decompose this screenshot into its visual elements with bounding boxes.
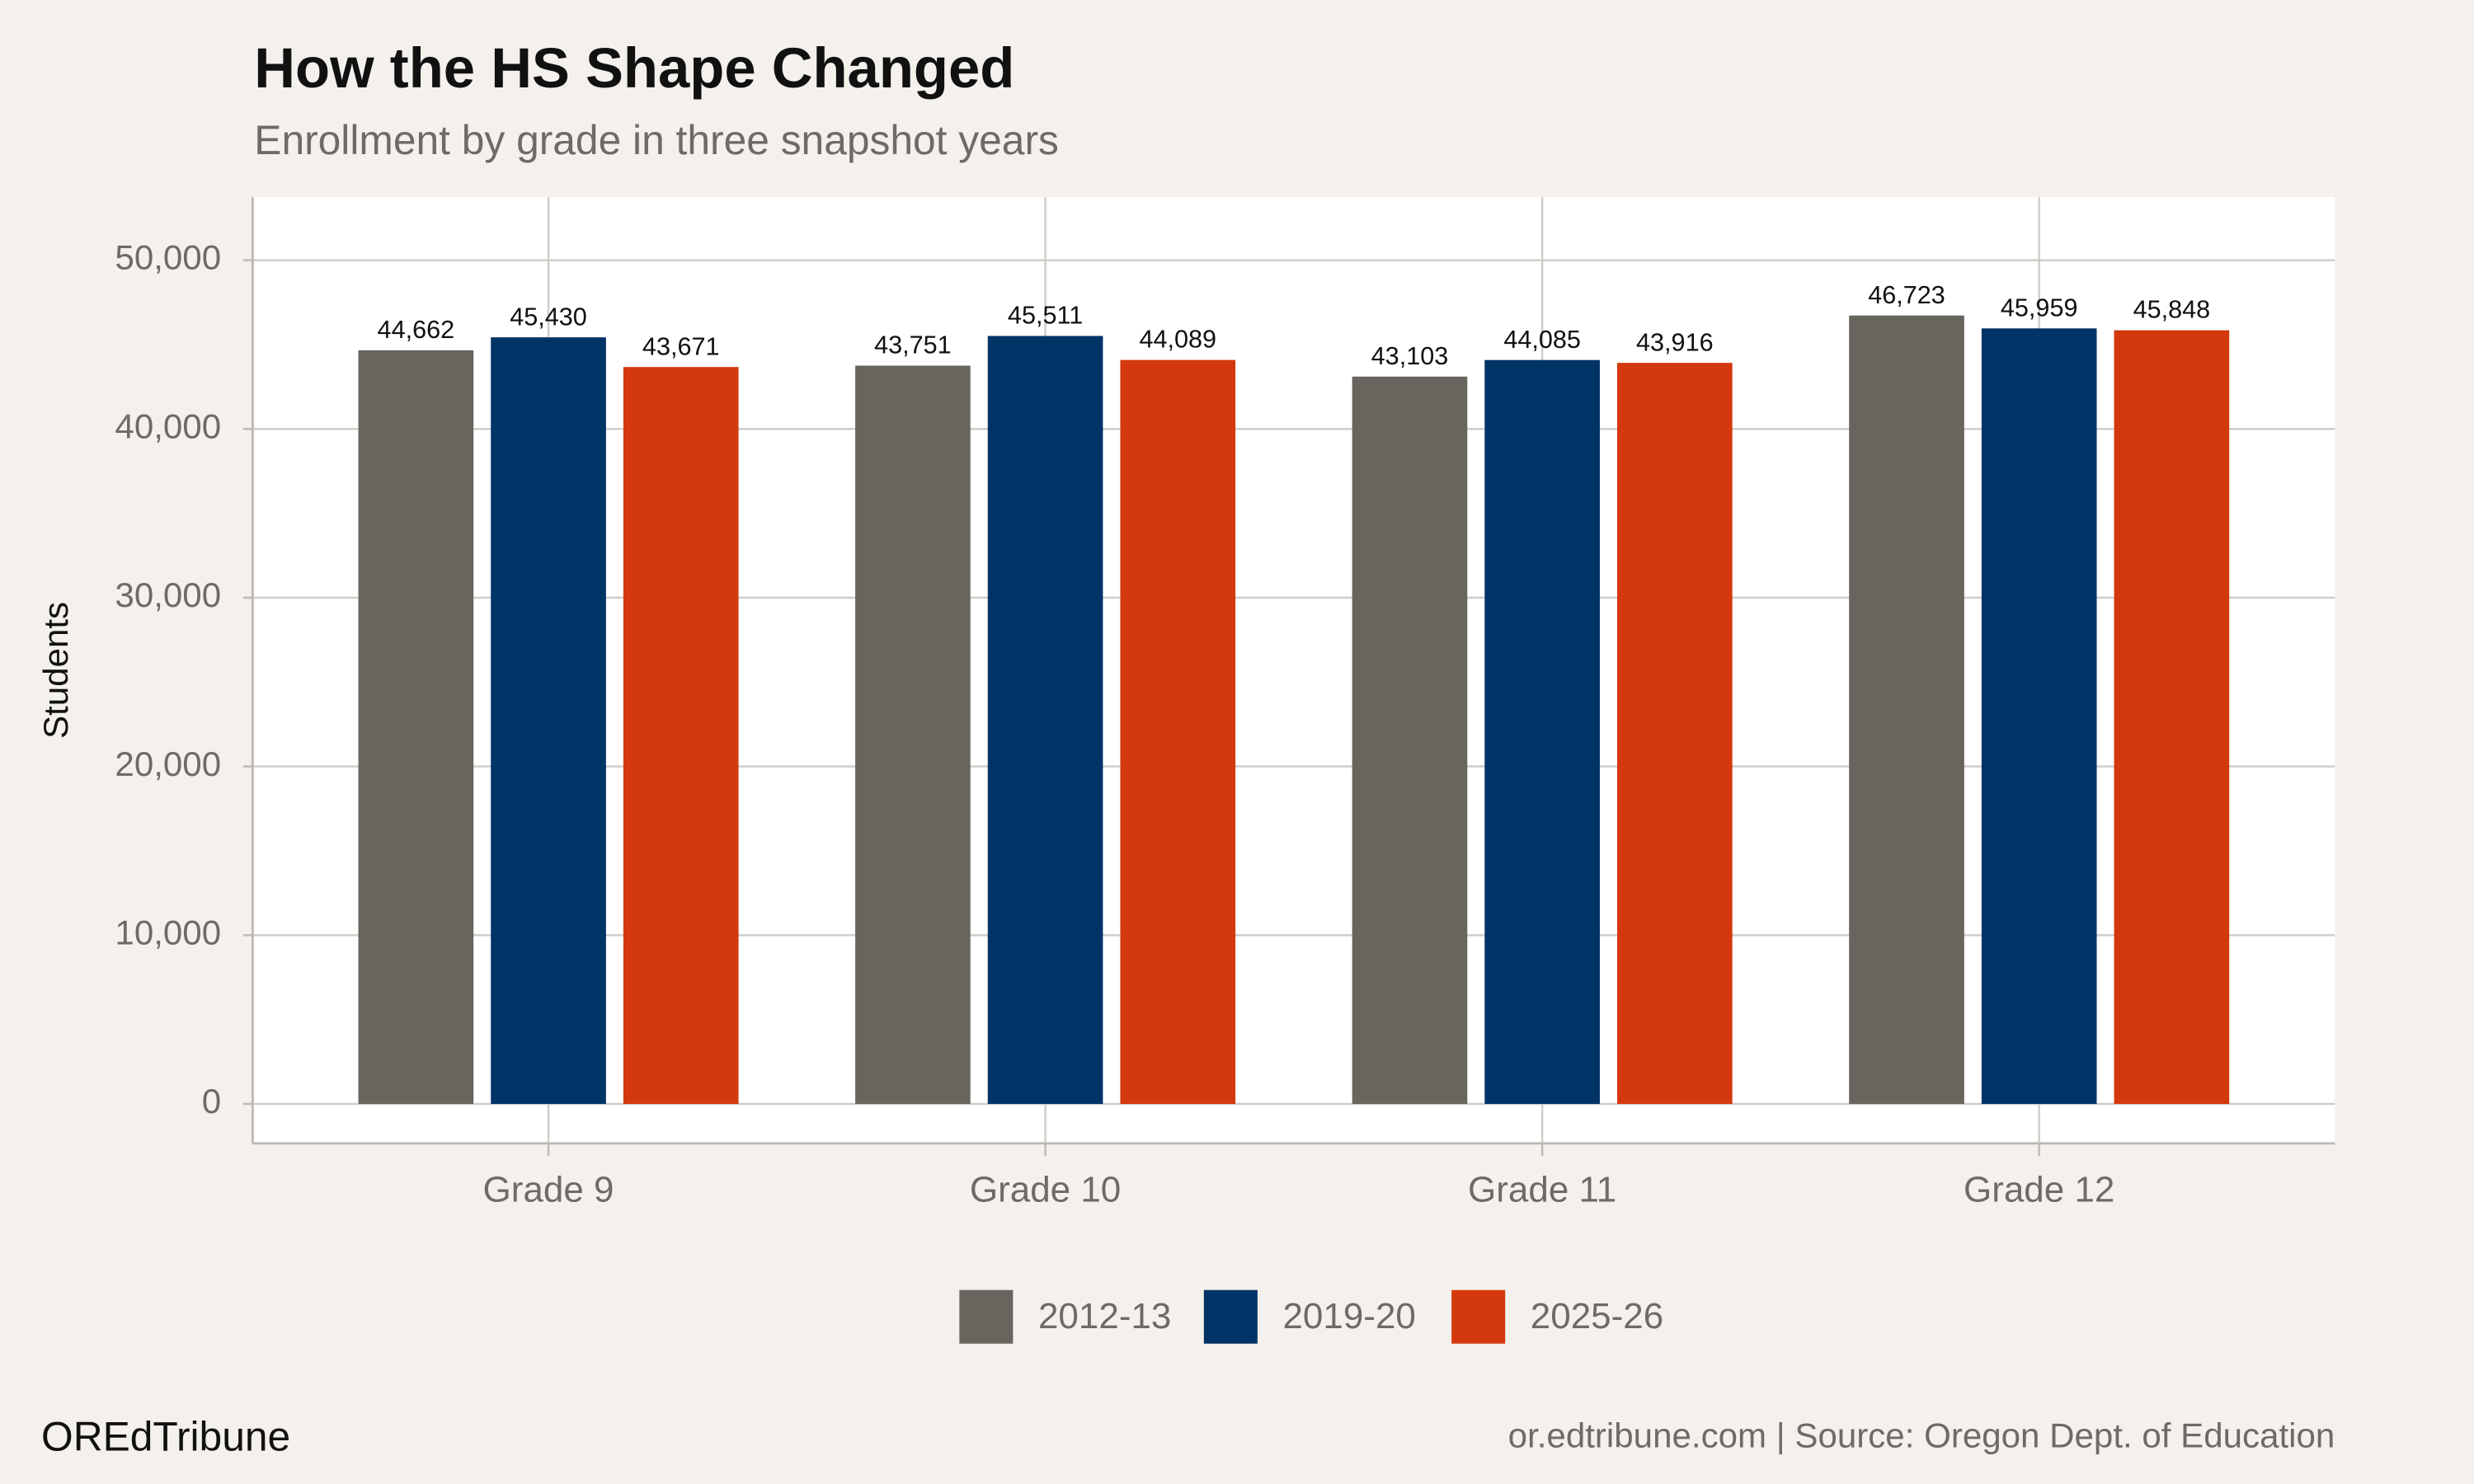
value-label: 45,430 [510, 303, 587, 331]
y-tick-label: 10,000 [115, 913, 221, 951]
y-tick-label: 0 [202, 1082, 221, 1120]
legend-label: 2012-13 [1038, 1296, 1171, 1336]
bar [1849, 315, 1964, 1105]
brand: OREdTribune [41, 1414, 290, 1460]
x-tick-label: Grade 12 [1964, 1170, 2114, 1210]
bar [1120, 359, 1236, 1105]
value-label: 45,848 [2133, 296, 2211, 324]
legend-swatch [1203, 1289, 1258, 1344]
caption: or.edtribune.com | Source: Oregon Dept. … [1508, 1416, 2335, 1455]
value-label: 46,723 [1868, 281, 1945, 309]
bar [2114, 330, 2230, 1105]
y-tick-label: 20,000 [115, 744, 221, 783]
value-label: 44,662 [378, 316, 455, 344]
value-label: 43,916 [1636, 328, 1714, 356]
bar [855, 365, 971, 1105]
x-tick-label: Grade 9 [483, 1170, 614, 1210]
y-tick-label: 30,000 [115, 575, 221, 614]
x-tick-label: Grade 10 [970, 1170, 1121, 1210]
legend-swatch [1451, 1289, 1506, 1344]
y-tick-label: 40,000 [115, 406, 221, 445]
x-tick-label: Grade 11 [1468, 1170, 1616, 1210]
value-label: 43,671 [642, 332, 720, 360]
bar [1484, 359, 1600, 1105]
bar [491, 337, 606, 1105]
legend-label: 2019-20 [1282, 1296, 1415, 1336]
bar [623, 367, 739, 1105]
bar [1352, 376, 1468, 1105]
value-label: 44,089 [1139, 326, 1216, 354]
y-tick-label: 50,000 [115, 238, 221, 277]
value-label: 43,751 [874, 331, 952, 359]
bar [1616, 363, 1733, 1105]
bar [358, 350, 474, 1105]
chart-subtitle: Enrollment by grade in three snapshot ye… [254, 117, 1059, 163]
y-axis-label: Students [36, 602, 75, 739]
chart-title: How the HS Shape Changed [254, 36, 1014, 100]
legend-swatch [959, 1289, 1014, 1344]
value-label: 45,511 [1008, 302, 1083, 330]
value-label: 43,103 [1371, 342, 1449, 370]
legend-label: 2025-26 [1531, 1296, 1663, 1336]
bar [1981, 328, 2097, 1105]
value-label: 44,085 [1503, 326, 1581, 354]
value-label: 45,959 [2001, 294, 2078, 322]
bar [987, 336, 1103, 1105]
